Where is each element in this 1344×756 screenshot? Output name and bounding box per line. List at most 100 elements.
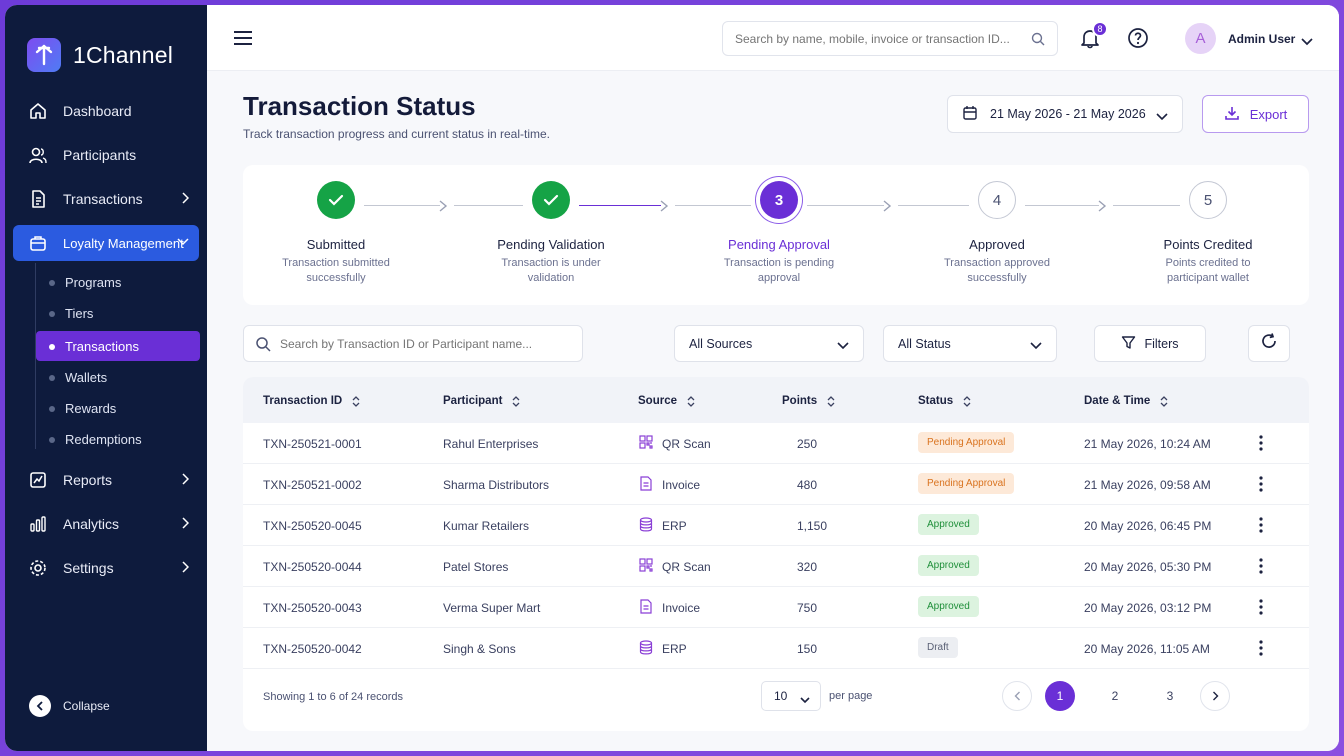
step-number: 3 [760, 181, 798, 219]
prev-page-button[interactable] [1002, 681, 1032, 711]
refresh-button[interactable] [1248, 325, 1290, 362]
notification-badge: 8 [1092, 21, 1108, 37]
per-page-label: per page [829, 690, 873, 702]
table-row[interactable]: TXN-250520-0045 Kumar Retailers ERP 1,150 Ap… [243, 505, 1309, 546]
filters-button[interactable]: Filters [1094, 325, 1206, 362]
more-options-icon[interactable] [1259, 517, 1263, 538]
source-cell: Invoice [639, 476, 700, 494]
collapse-button[interactable]: Collapse [29, 695, 110, 717]
sidebar-item-participants[interactable]: Participants [13, 137, 199, 173]
column-header[interactable]: Participant [443, 395, 520, 407]
submenu-item-transactions[interactable]: Transactions [36, 331, 200, 361]
next-page-button[interactable] [1200, 681, 1230, 711]
sort-icon [963, 395, 971, 407]
refresh-icon [1260, 332, 1278, 355]
per-page-select[interactable]: 10 [761, 681, 821, 711]
sidebar-item-dashboard[interactable]: Dashboard [13, 93, 199, 129]
submenu-item-redemptions[interactable]: Redemptions [36, 424, 200, 454]
sidebar-item-label: Settings [63, 560, 114, 576]
loyalty-submenu: Programs Tiers Transactions Wallets Rewa… [35, 263, 200, 449]
column-header[interactable]: Status [918, 395, 971, 407]
export-button[interactable]: Export [1202, 95, 1309, 133]
arrow-right-icon [883, 200, 892, 212]
more-options-icon[interactable] [1259, 435, 1263, 456]
date-range-picker[interactable]: 21 May 2026 - 21 May 2026 [947, 95, 1183, 133]
sidebar: 1Channel Dashboard Participants Transact… [5, 5, 207, 751]
more-options-icon[interactable] [1259, 640, 1263, 661]
search-icon[interactable] [1031, 32, 1045, 51]
table-row[interactable]: TXN-250520-0042 Singh & Sons ERP 150 Draft 20… [243, 628, 1309, 669]
column-header[interactable]: Date & Time [1084, 395, 1168, 407]
step-label: Submitted [306, 237, 366, 252]
source-select[interactable]: All Sources [674, 325, 864, 362]
column-header-label: Status [918, 395, 954, 407]
sidebar-item-reports[interactable]: Reports [13, 462, 199, 498]
source-label: QR Scan [662, 436, 711, 451]
menu-icon[interactable] [233, 30, 253, 51]
chevron-down-icon[interactable] [1301, 33, 1313, 51]
per-page-value: 10 [774, 689, 788, 703]
transaction-search [243, 325, 583, 362]
step-number: 4 [978, 181, 1016, 219]
submenu-item-programs[interactable]: Programs [36, 267, 200, 297]
submenu-label: Rewards [65, 400, 117, 416]
column-header-label: Participant [443, 395, 503, 407]
submenu-label: Programs [65, 274, 122, 290]
source-select-value: All Sources [689, 336, 753, 351]
arrow-right-icon [1098, 200, 1106, 212]
logo[interactable]: 1Channel [5, 5, 207, 83]
more-options-icon[interactable] [1259, 476, 1263, 497]
more-options-icon[interactable] [1259, 558, 1263, 579]
user-name[interactable]: Admin User [1228, 32, 1296, 46]
help-icon[interactable] [1127, 27, 1149, 54]
step-description: Transaction is under validation [501, 257, 601, 284]
transaction-id: TXN-250520-0043 [263, 601, 362, 615]
step-label: Approved [969, 237, 1025, 252]
page-button[interactable]: 3 [1166, 689, 1174, 703]
table-row[interactable]: TXN-250521-0002 Sharma Distributors Invoic… [243, 464, 1309, 505]
column-header[interactable]: Points [782, 395, 835, 407]
submenu-item-tiers[interactable]: Tiers [36, 298, 200, 328]
table-row[interactable]: TXN-250520-0044 Patel Stores QR Scan 320 App… [243, 546, 1309, 587]
column-header[interactable]: Transaction ID [263, 395, 360, 407]
source-cell: ERP [639, 517, 687, 535]
arrow-right-icon [660, 200, 669, 212]
database-icon [639, 640, 653, 658]
sidebar-item-analytics[interactable]: Analytics [13, 506, 199, 542]
date-time: 21 May 2026, 09:58 AM [1084, 478, 1211, 492]
check-icon [532, 181, 570, 219]
filter-bar: All Sources All Status Filters [243, 323, 1309, 363]
search-icon [255, 336, 271, 357]
sidebar-item-loyalty-management[interactable]: Loyalty Management [13, 225, 199, 261]
sort-icon [827, 395, 835, 407]
participant-name: Singh & Sons [443, 642, 516, 656]
step-5: 5 Points Credited Points credited to parti… [1118, 181, 1298, 286]
topbar: 8 A Admin User [207, 5, 1339, 71]
avatar[interactable]: A [1185, 23, 1216, 54]
sidebar-item-transactions[interactable]: Transactions [13, 181, 199, 217]
submenu-item-rewards[interactable]: Rewards [36, 393, 200, 423]
column-header[interactable]: Source [638, 395, 695, 407]
bell-icon[interactable] [1079, 27, 1101, 54]
step-connector [898, 205, 969, 206]
sidebar-item-settings[interactable]: Settings [13, 550, 199, 586]
column-header-label: Points [782, 395, 818, 407]
status-select[interactable]: All Status [883, 325, 1057, 362]
page-button[interactable]: 1 [1045, 681, 1075, 711]
chevron-left-icon [29, 695, 51, 717]
page-button[interactable]: 2 [1111, 689, 1119, 703]
transaction-search-input[interactable] [280, 326, 575, 361]
export-label: Export [1249, 106, 1288, 122]
table-row[interactable]: TXN-250521-0001 Rahul Enterprises QR Scan 2… [243, 423, 1309, 464]
more-options-icon[interactable] [1259, 599, 1263, 620]
filters-label: Filters [1144, 336, 1179, 351]
sidebar-item-label: Transactions [63, 191, 143, 207]
calendar-icon [962, 105, 978, 124]
global-search-input[interactable] [723, 22, 1013, 55]
submenu-item-wallets[interactable]: Wallets [36, 362, 200, 392]
step-description: Transaction submitted successfully [282, 257, 390, 284]
source-cell: Invoice [639, 599, 700, 617]
chevron-right-icon [1212, 691, 1218, 701]
table-row[interactable]: TXN-250520-0043 Verma Super Mart Invoice 75… [243, 587, 1309, 628]
step-label: Points Credited [1163, 237, 1253, 252]
